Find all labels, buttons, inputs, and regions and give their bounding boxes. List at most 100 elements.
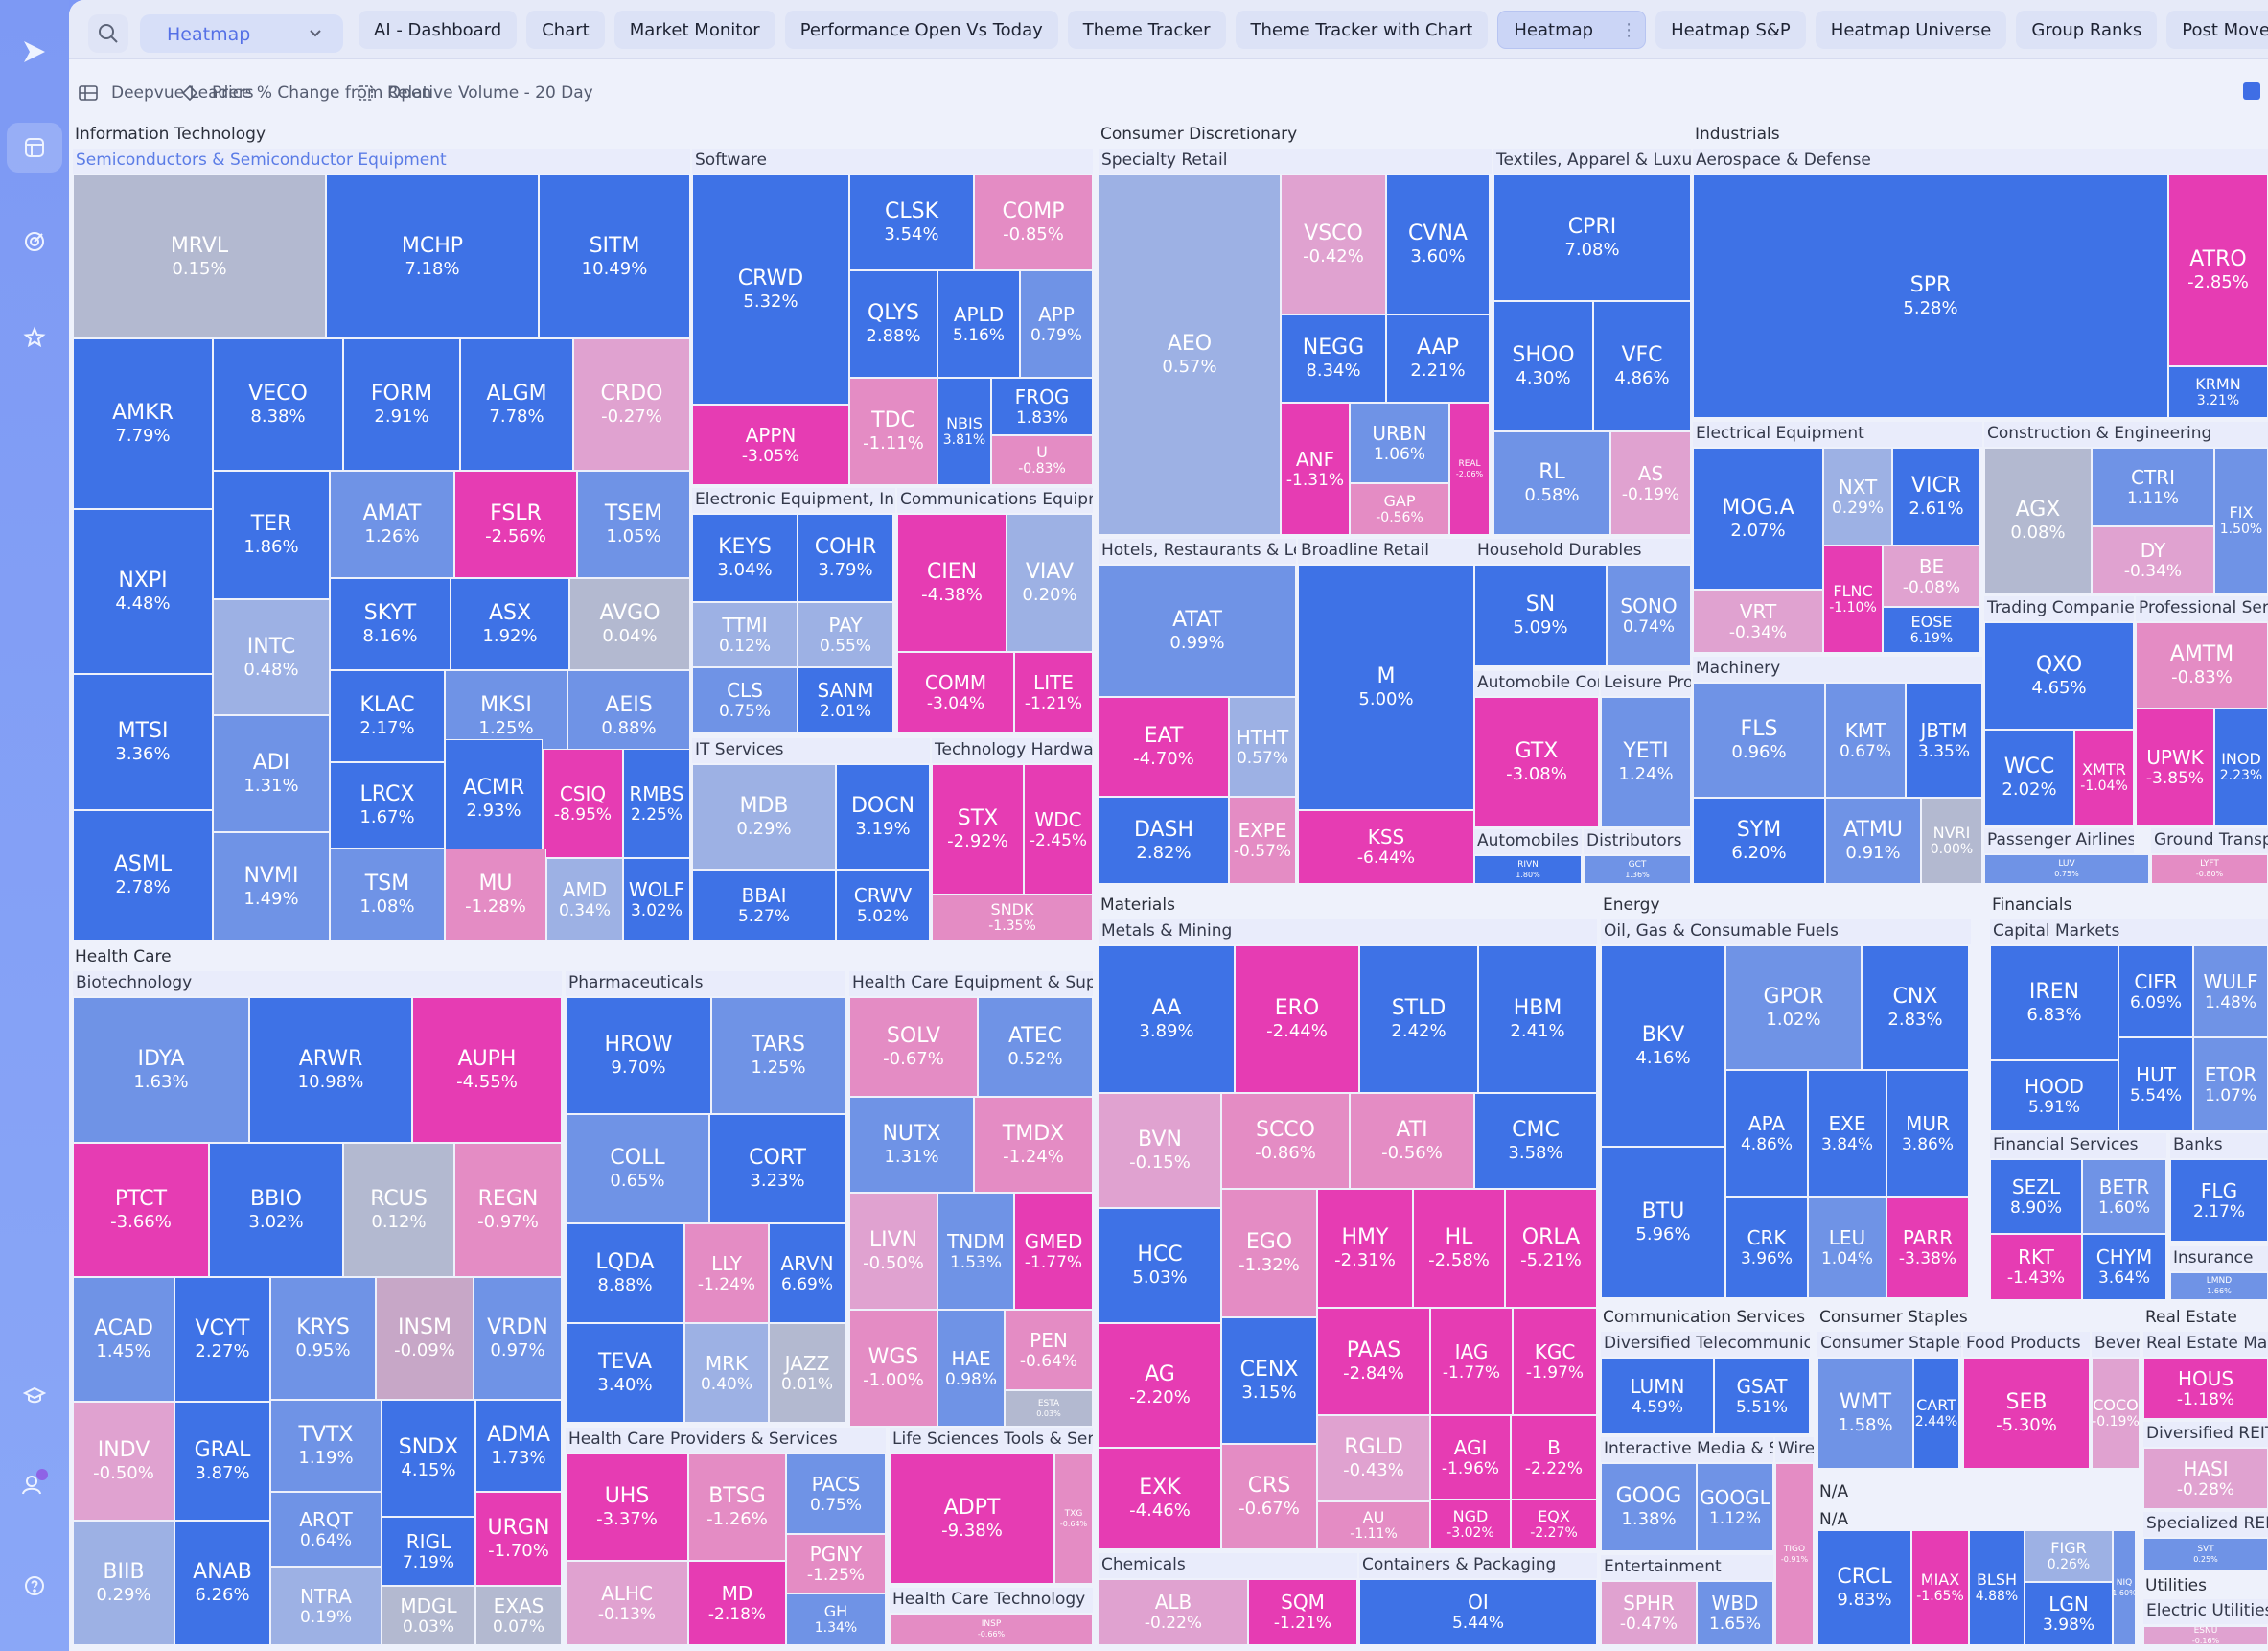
stock-tile[interactable]: B -2.22% <box>1511 1415 1597 1500</box>
stock-tile[interactable]: NBIS 3.81% <box>937 378 991 485</box>
industry-label[interactable]: Construction & Engineering <box>1984 422 2268 447</box>
stock-tile[interactable]: GSAT 5.51% <box>1714 1358 1810 1434</box>
stock-tile[interactable]: GCT 1.36% <box>1584 855 1691 884</box>
stock-tile[interactable]: VSCO -0.42% <box>1281 174 1386 314</box>
stock-tile[interactable]: NXT 0.29% <box>1823 448 1892 546</box>
stock-tile[interactable]: ETOR 1.07% <box>2193 1037 2268 1131</box>
stock-tile[interactable]: COHR 3.79% <box>798 514 893 602</box>
stock-tile[interactable]: NUTX 1.31% <box>849 1097 974 1193</box>
stock-tile[interactable]: AAP 2.21% <box>1386 314 1490 403</box>
stock-tile[interactable]: APA 4.86% <box>1725 1070 1808 1197</box>
stock-tile[interactable]: SNDK -1.35% <box>932 895 1093 941</box>
stock-tile[interactable]: SITM 10.49% <box>539 174 690 338</box>
stock-tile[interactable]: HASI -0.28% <box>2143 1448 2268 1509</box>
stock-tile[interactable]: TXG -0.64% <box>1054 1453 1093 1584</box>
stock-tile[interactable]: BLSH 4.88% <box>1969 1530 2025 1645</box>
industry-label[interactable]: Diversified REITs <box>2143 1422 2268 1447</box>
stock-tile[interactable]: VFC 4.86% <box>1593 301 1691 431</box>
stock-tile[interactable]: SHOO 4.30% <box>1493 301 1593 431</box>
stock-tile[interactable]: HOOD 5.91% <box>1990 1060 2118 1131</box>
stock-tile[interactable]: SPR 5.28% <box>1693 174 2168 418</box>
stock-tile[interactable]: GRAL 3.87% <box>174 1402 270 1521</box>
stock-tile[interactable]: BTSG -1.26% <box>688 1453 786 1561</box>
stock-tile[interactable]: KGC -1.97% <box>1513 1308 1597 1415</box>
stock-tile[interactable]: MDGL 0.03% <box>382 1586 475 1645</box>
stock-tile[interactable]: RIVN 1.80% <box>1474 855 1582 884</box>
stock-tile[interactable]: DOCN 3.19% <box>836 764 930 870</box>
stock-tile[interactable]: ANF -1.31% <box>1281 403 1350 535</box>
industry-label[interactable]: Electric Utilities <box>2143 1599 2268 1624</box>
tab-group-ranks[interactable]: Group Ranks <box>2016 11 2158 49</box>
stock-tile[interactable]: PAY 0.55% <box>798 602 893 667</box>
stock-tile[interactable]: COMP -0.85% <box>974 174 1093 270</box>
stock-tile[interactable]: INDV -0.50% <box>73 1402 174 1521</box>
stock-tile[interactable]: RGLD -0.43% <box>1317 1415 1430 1501</box>
stock-tile[interactable]: REGN -0.97% <box>454 1143 562 1277</box>
stock-tile[interactable]: SEB -5.30% <box>1963 1358 2090 1469</box>
stock-tile[interactable]: ANAB 6.26% <box>174 1521 270 1645</box>
settings-toggle[interactable] <box>2243 82 2260 100</box>
stock-tile[interactable]: AS -0.19% <box>1610 431 1691 535</box>
stock-tile[interactable]: SOLV -0.67% <box>849 997 978 1097</box>
account-icon[interactable] <box>7 1457 62 1507</box>
stock-tile[interactable]: BBAI 5.27% <box>692 870 836 941</box>
industry-label[interactable]: Specialized REITs <box>2143 1512 2268 1537</box>
industry-label[interactable]: Pharmaceuticals <box>566 971 845 996</box>
stock-tile[interactable]: EQX -2.27% <box>1511 1500 1597 1549</box>
tab-heatmap[interactable]: Heatmap ⋮ <box>1497 11 1647 49</box>
stock-tile[interactable]: INSM -0.09% <box>376 1277 474 1400</box>
stock-tile[interactable]: REAL -2.06% <box>1449 403 1490 535</box>
industry-label[interactable]: Aerospace & Defense <box>1693 149 2268 174</box>
industry-label[interactable]: Technology Hardware <box>932 738 1093 763</box>
stock-tile[interactable]: ARWR 10.98% <box>249 997 412 1143</box>
stock-tile[interactable]: AEO 0.57% <box>1099 174 1281 535</box>
stock-tile[interactable]: IREN 6.83% <box>1990 945 2118 1060</box>
stock-tile[interactable]: PAAS -2.84% <box>1317 1308 1430 1415</box>
stock-tile[interactable]: FLG 2.17% <box>2170 1159 2268 1242</box>
stock-tile[interactable]: KEYS 3.04% <box>692 514 798 602</box>
stock-tile[interactable]: CRWD 5.32% <box>692 174 849 405</box>
stock-tile[interactable]: U -0.83% <box>991 435 1093 485</box>
stock-tile[interactable]: VRDN 0.97% <box>474 1277 562 1400</box>
industry-label[interactable]: Household Durables <box>1474 539 1691 564</box>
industry-label[interactable]: Communications Equipment <box>897 488 1093 513</box>
tab-theme-tracker[interactable]: Theme Tracker <box>1067 11 1226 49</box>
industry-label[interactable]: Broadline Retail <box>1298 539 1474 564</box>
stock-tile[interactable]: FSLR -2.56% <box>454 471 577 578</box>
stock-tile[interactable]: GPOR 1.02% <box>1725 945 1862 1070</box>
stock-tile[interactable]: TSM 1.08% <box>330 849 445 941</box>
stock-tile[interactable]: TVTX 1.19% <box>270 1400 382 1492</box>
stock-tile[interactable]: TARS 1.25% <box>711 997 845 1114</box>
stock-tile[interactable]: GMED -1.77% <box>1014 1193 1093 1310</box>
stock-tile[interactable]: COMM -3.04% <box>897 652 1014 732</box>
stock-tile[interactable]: SQM -1.21% <box>1248 1579 1357 1645</box>
stock-tile[interactable]: BE -0.08% <box>1883 546 1980 607</box>
stock-tile[interactable]: AMTM -0.83% <box>2136 622 2268 709</box>
stock-tile[interactable]: EXE 3.84% <box>1808 1070 1886 1197</box>
industry-label[interactable]: Chemicals <box>1099 1553 1357 1578</box>
stock-tile[interactable]: LRCX 1.67% <box>330 762 445 849</box>
stock-tile[interactable]: RIGL 7.19% <box>382 1517 475 1586</box>
stock-tile[interactable]: HUT 5.54% <box>2118 1037 2193 1131</box>
stock-tile[interactable]: NXPI 4.48% <box>73 509 213 674</box>
stock-tile[interactable]: PACS 0.75% <box>786 1453 886 1534</box>
stock-tile[interactable]: HAE 0.98% <box>937 1310 1005 1427</box>
stock-tile[interactable]: BIIB 0.29% <box>73 1521 174 1645</box>
stock-tile[interactable]: WMT 1.58% <box>1817 1358 1913 1469</box>
stock-tile[interactable]: URGN -1.70% <box>475 1492 562 1586</box>
stock-tile[interactable]: RL 0.58% <box>1493 431 1610 535</box>
stock-tile[interactable]: EGO -1.32% <box>1221 1189 1317 1317</box>
stock-tile[interactable]: ADI 1.31% <box>213 715 330 832</box>
industry-label[interactable]: Software <box>692 149 1093 174</box>
stock-tile[interactable]: LMND 1.66% <box>2170 1272 2268 1300</box>
industry-label[interactable]: Professional Services <box>2136 596 2268 621</box>
stock-tile[interactable]: PEN -0.64% <box>1005 1310 1093 1390</box>
dashboard-icon[interactable] <box>7 123 62 173</box>
stock-tile[interactable]: AVGO 0.04% <box>569 578 690 670</box>
stock-tile[interactable]: KMT 0.67% <box>1825 683 1906 798</box>
industry-label[interactable]: Wireless <box>1775 1437 1814 1462</box>
stock-tile[interactable]: ASX 1.92% <box>451 578 569 670</box>
stock-tile[interactable]: EOSE 6.19% <box>1883 607 1980 653</box>
stock-tile[interactable]: DY -0.34% <box>2092 526 2214 593</box>
stock-tile[interactable]: SN 5.09% <box>1474 565 1607 666</box>
